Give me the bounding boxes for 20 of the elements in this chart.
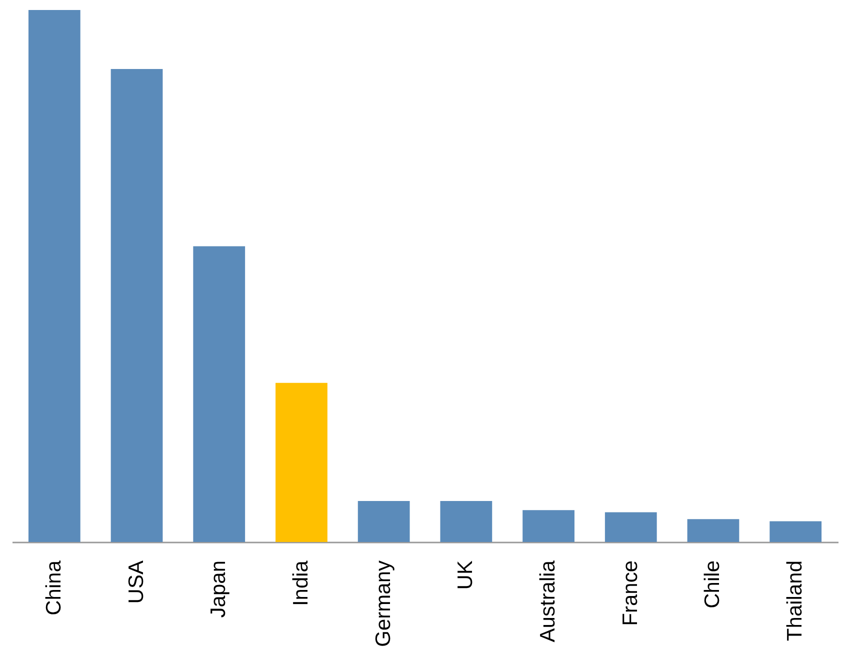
- bar: [440, 501, 492, 542]
- x-tick-label: USA: [124, 560, 148, 604]
- x-tick-label: India: [289, 560, 312, 606]
- bar: [110, 69, 163, 542]
- x-tick-label: Germany: [372, 560, 395, 647]
- bar: [604, 512, 657, 542]
- bar: [522, 510, 574, 542]
- bar: [770, 521, 822, 542]
- x-tick-label: UK: [454, 560, 478, 590]
- bar: [193, 246, 246, 542]
- bar: [276, 382, 328, 542]
- x-tick-label: Chile: [701, 560, 724, 608]
- bar: [28, 10, 80, 542]
- x-tick-label: France: [618, 560, 642, 626]
- x-tick-label: Thailand: [784, 560, 807, 642]
- bar: [687, 519, 740, 542]
- x-tick-label: Australia: [536, 560, 560, 642]
- x-tick-label: China: [42, 560, 66, 616]
- bar: [358, 501, 410, 542]
- x-tick-label: Japan: [207, 560, 230, 618]
